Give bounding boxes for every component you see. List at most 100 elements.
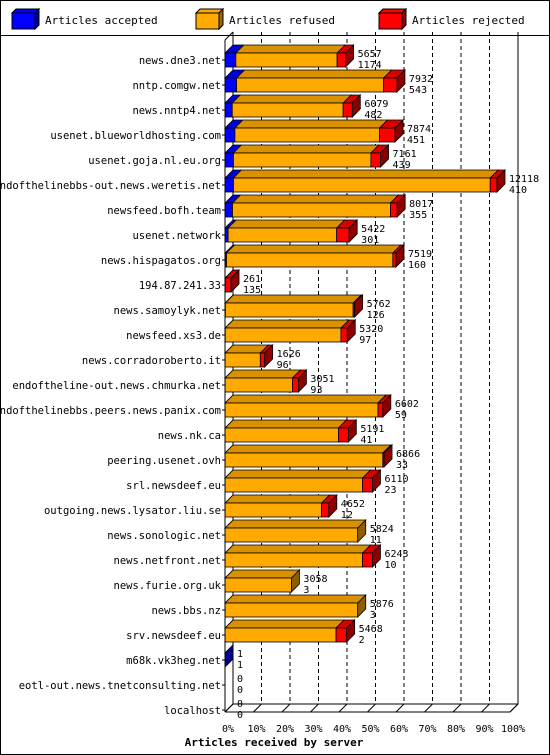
bar-row: endofthelinebbs-out.news.weretis.net 1211… [0,169,539,196]
bar-segment-refused [224,302,354,318]
secondary-label: 410 [509,185,527,196]
bar-segment-top-refused [224,594,367,604]
bar-segment-rejected [224,277,232,293]
total-label: 5657 [358,49,382,60]
bar-segment-top-refused [224,619,346,629]
secondary-label: 0 [237,710,243,721]
bar-segment-rejected [362,477,373,493]
bar-segment-refused [224,527,359,543]
total-label: 0 [237,674,243,685]
secondary-label: 451 [407,135,425,146]
secondary-label: 355 [409,210,427,221]
total-label: 8017 [409,199,433,210]
bar-segment-side [395,244,405,268]
secondary-label: 11 [370,535,382,546]
legend-label: Articles refused [229,14,335,27]
bar-segment-rejected [489,177,498,193]
bar-segment-side [394,119,404,143]
secondary-label: 23 [384,485,396,496]
bar-segment-accepted [224,177,234,193]
x-tick [224,703,234,713]
x-tick-label: 70% [418,724,436,735]
legend-item-2: Articles refused [194,7,335,31]
secondary-label: 97 [359,335,371,346]
total-label: 5762 [367,299,391,310]
bar-segment-refused [224,627,337,643]
server-label: 194.87.241.33 [139,280,221,292]
server-label: newsfeed.xs3.de [126,330,221,342]
server-label: usenet.goja.nl.eu.org [88,155,221,167]
server-label: outgoing.news.lysator.liu.se [44,505,221,517]
bar-segment-refused [233,152,372,168]
legend-swatch-side [34,7,40,31]
bar-segment-rejected [377,402,384,418]
x-tick [452,703,462,713]
server-label: news.bbs.nz [151,605,221,617]
bar-row: endofthelinebbs.peers.news.panix.com 6602… [0,394,419,421]
bar-segment-side [354,294,364,318]
server-label: endoftheline-out.news.chmurka.net [12,380,221,392]
bar-segment-rejected [291,377,299,393]
server-label: usenet.blueworldhosting.com [50,130,221,142]
legend-item-3: Articles rejected [377,7,525,31]
total-label: 12118 [509,174,539,185]
bar-segment-top-refused [227,219,346,229]
bar-segment-side [291,569,300,593]
secondary-label: 126 [367,310,385,321]
bar-segment-accepted [224,127,236,143]
server-label: news.nntp4.net [132,105,221,117]
bar-segment-accepted [224,77,237,93]
bar-segment-refused [224,452,384,468]
bar-segment-top-refused [224,469,372,479]
bar-segment-side [224,644,234,668]
bar-segment-rejected [336,227,350,243]
bar-segment-refused [224,552,363,568]
bar-segment-rejected [379,127,396,143]
bar-segment-refused [235,52,338,68]
secondary-label: 543 [409,85,427,96]
bar-segment-refused [224,427,339,443]
total-label: 1 [237,649,243,660]
bar-segment-refused [232,202,391,218]
bar-segment-refused [233,177,491,193]
bar-segment-refused [224,352,261,368]
x-tick [253,703,262,713]
legend-label: Articles accepted [45,14,158,27]
bar-segment-accepted [224,152,234,168]
bar-segment-side [372,469,381,493]
bar-segment-top-refused [231,194,400,204]
total-label: 3051 [310,374,334,385]
server-label: news.samoylyk.net [114,305,221,317]
bar-segment-rejected [342,102,353,118]
bar-segment-rejected [259,352,266,368]
x-tick-label: 10% [247,724,265,735]
x-axis: 0% 10% 20% 30% 40% 50% 60% 70% 80% 90% 100% [222,703,525,735]
bar-segment-top-refused [225,244,402,254]
bar-segment-side [396,69,406,93]
total-label: 5824 [370,524,394,535]
bar-segment-accepted [224,102,233,118]
bar-segment-refused [224,402,379,418]
secondary-label: 2 [359,635,365,646]
server-label: nntp.comgw.net [132,80,221,92]
total-label: 7932 [409,74,433,85]
bar-segment-side [264,344,274,368]
bar-segment-refused [226,252,394,268]
secondary-label: 160 [408,260,426,271]
bar-segment-side [351,94,361,118]
legend-label: Articles rejected [412,14,525,27]
server-label: srv.newsdeef.eu [126,630,221,642]
x-tick-label: 50% [361,724,379,735]
bar-segment-top-refused [232,169,500,179]
bar-segment-accepted [224,202,233,218]
x-tick-label: 20% [276,724,294,735]
